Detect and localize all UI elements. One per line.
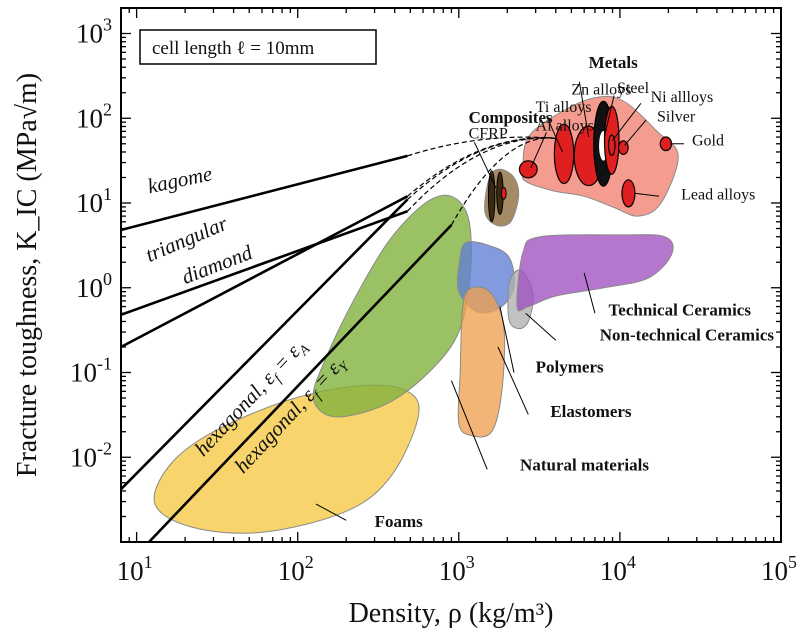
leader-line-2 [612, 103, 642, 141]
leader-line-1 [603, 95, 615, 138]
label-non-technical-ceramics: Non-technical Ceramics [600, 325, 775, 344]
leader-line-14 [315, 503, 347, 521]
family-natural-materials [312, 194, 472, 418]
y-tick-exp: 1 [103, 184, 112, 204]
metal-lead-alloys [621, 179, 636, 208]
leader-line-9 [583, 272, 596, 314]
label-silver: Silver [657, 108, 696, 125]
metal-gold [659, 136, 673, 152]
line-hexagonal-f-y [147, 224, 453, 542]
lattice-lines [121, 136, 556, 542]
dash-kagome [407, 136, 556, 157]
x-tick-label: 105 [761, 552, 796, 586]
y-tick-exp: 2 [103, 99, 112, 119]
x-tick-label: 102 [278, 552, 314, 586]
leader-line-3 [624, 119, 647, 146]
x-tick-label: 101 [117, 552, 153, 586]
label-natural-materials: Natural materials [520, 455, 649, 474]
line-label-0: kagome [145, 161, 214, 198]
y-tick-label: 102 [76, 99, 112, 133]
line-kagome [121, 154, 408, 232]
x-axis-label: Density, ρ (kg/m³) [349, 598, 554, 629]
annotation-box-text: cell length ℓ = 10mm [152, 38, 315, 59]
x-tick-label: 104 [600, 552, 636, 586]
leader-line-12 [497, 346, 529, 415]
family-foams [153, 384, 420, 534]
y-tick-exp: 3 [103, 15, 112, 35]
family-elastomers [457, 286, 506, 438]
y-tick-label: 10-1 [70, 354, 112, 388]
leader-line-6 [530, 132, 547, 169]
annotation-box-frame [139, 29, 377, 65]
label-steel: Steel [617, 80, 650, 97]
label-zn-alloys: Zn alloys [571, 82, 631, 99]
label-ti-alloys: Ti alloys [536, 99, 592, 116]
x-tick-exp: 4 [627, 552, 636, 572]
label-technical-ceramics: Technical Ceramics [609, 301, 752, 320]
leader-line-10 [525, 312, 557, 341]
label-al-alloys: Al alloys [536, 117, 594, 134]
leader-line-0 [578, 81, 590, 138]
label-gold: Gold [692, 132, 724, 149]
dash-hexagonal-f-a [407, 137, 556, 200]
y-tick-label: 10-2 [70, 438, 112, 472]
label-composites: Composites [469, 108, 553, 127]
label-elastomers: Elastomers [550, 402, 632, 421]
y-tick-label: 103 [76, 15, 112, 49]
label-ni-allloys: Ni allloys [651, 89, 714, 106]
leader-line-8 [635, 192, 660, 197]
leader-lines [315, 81, 685, 521]
x-tick-exp: 3 [466, 552, 475, 572]
leader-line-5 [545, 115, 563, 153]
x-tick-exp: 1 [144, 552, 153, 572]
label-polymers: Polymers [536, 358, 604, 377]
annotation-box: cell length ℓ = 10mm [139, 29, 377, 65]
line-hexagonal-f-a [121, 198, 409, 491]
leader-line-7 [473, 142, 497, 189]
family-technical-ceramics [516, 234, 674, 312]
x-tick-exp: 5 [788, 552, 796, 572]
line-diamond [121, 195, 409, 349]
metal-copper [607, 134, 616, 157]
y-tick-exp: -2 [97, 438, 112, 458]
composite-ellipse-2 [500, 186, 507, 200]
y-tick-label: 101 [76, 184, 112, 218]
leader-line-13 [450, 380, 488, 470]
y-tick-exp: 0 [103, 269, 112, 289]
y-tick-label: 100 [76, 269, 112, 303]
label-lead-alloys: Lead alloys [681, 186, 755, 203]
x-tick-exp: 2 [305, 552, 314, 572]
x-tick-label: 103 [439, 552, 475, 586]
y-axis-label: Fracture toughness, K_IC (MPa√m) [12, 73, 43, 477]
label-cfrp: CFRP [469, 125, 508, 142]
label-foams: Foams [375, 512, 424, 531]
label-metals: Metals [589, 53, 638, 72]
line-triangular [121, 209, 408, 316]
metal-al-alloys [518, 160, 538, 179]
leader-line-11 [499, 306, 515, 373]
y-tick-exp: -1 [97, 354, 112, 374]
